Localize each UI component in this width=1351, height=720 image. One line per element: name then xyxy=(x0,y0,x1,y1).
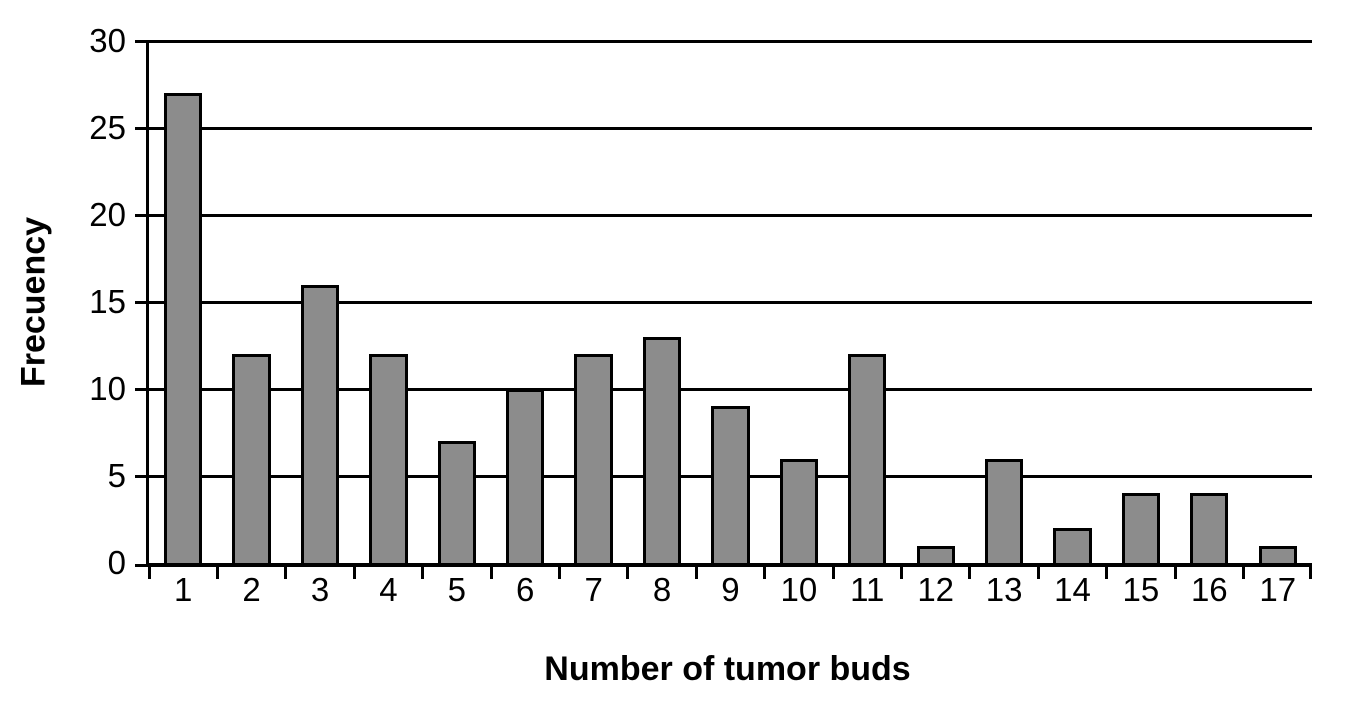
x-tick-label-3: 3 xyxy=(310,571,330,608)
y-tick-label-25: 25 xyxy=(89,109,126,146)
bar-slot-13 xyxy=(970,41,1038,563)
bar-slot-14 xyxy=(1038,41,1106,563)
x-tick-14 xyxy=(1105,567,1109,579)
bar-2 xyxy=(232,354,271,563)
bar-14 xyxy=(1053,528,1092,563)
y-tick-label-20: 20 xyxy=(89,196,126,233)
bar-8 xyxy=(642,336,682,563)
gridline-y-20 xyxy=(149,213,1312,217)
bar-3 xyxy=(300,284,340,563)
bar-slot-9 xyxy=(696,41,764,563)
y-tick-25 xyxy=(135,126,149,130)
bars-container xyxy=(149,41,1312,563)
bar-7 xyxy=(574,354,613,563)
x-tick-4 xyxy=(421,567,425,579)
x-tick-label-7: 7 xyxy=(584,571,603,608)
y-tick-20 xyxy=(135,213,149,217)
bar-10 xyxy=(779,458,818,563)
x-axis-tick-labels: 1 2 3 4 5 6 7 8 9 10 11 12 13 14 15 16 17 xyxy=(149,570,1312,610)
plot-area xyxy=(135,39,1312,579)
x-tick-16 xyxy=(1242,567,1246,579)
y-tick-15 xyxy=(135,300,149,304)
y-tick-10 xyxy=(135,387,149,391)
bar-9 xyxy=(711,406,750,563)
bar-slot-4 xyxy=(354,41,422,563)
bar-17 xyxy=(1258,545,1297,563)
x-tick-label-6: 6 xyxy=(516,571,535,608)
y-tick-5 xyxy=(135,474,149,478)
bar-1 xyxy=(164,93,203,563)
x-tick-label-14: 14 xyxy=(1054,571,1091,608)
x-tick-6 xyxy=(557,567,561,579)
x-tick-13 xyxy=(1036,567,1040,579)
bar-slot-5 xyxy=(423,41,491,563)
bar-4 xyxy=(369,354,408,563)
x-tick-15 xyxy=(1173,567,1177,579)
bar-slot-2 xyxy=(217,41,285,563)
x-tick-8 xyxy=(694,567,698,579)
bar-slot-7 xyxy=(559,41,627,563)
x-tick-label-12: 12 xyxy=(917,571,955,608)
x-tick-label-8: 8 xyxy=(652,571,672,608)
bar-slot-10 xyxy=(765,41,833,563)
x-tick-label-2: 2 xyxy=(242,571,261,608)
y-tick-label-5: 5 xyxy=(107,457,126,494)
x-tick-label-11: 11 xyxy=(850,571,885,608)
gridline-y-10 xyxy=(149,387,1312,391)
x-tick-1 xyxy=(215,567,219,579)
bar-slot-11 xyxy=(833,41,901,563)
y-tick-label-15: 15 xyxy=(89,283,126,320)
x-tick-label-4: 4 xyxy=(379,571,398,608)
bar-slot-17 xyxy=(1244,41,1312,563)
bar-slot-6 xyxy=(491,41,559,563)
x-axis-title: Number of tumor buds xyxy=(544,650,911,688)
x-tick-0 xyxy=(147,567,151,579)
y-tick-label-10: 10 xyxy=(89,370,126,407)
y-axis-title: Frecuency xyxy=(14,216,53,388)
x-tick-label-5: 5 xyxy=(447,571,466,608)
x-tick-9 xyxy=(763,567,767,579)
x-tick-10 xyxy=(831,567,835,579)
x-tick-3 xyxy=(352,567,356,579)
bar-slot-15 xyxy=(1107,41,1175,563)
bar-6 xyxy=(506,389,545,563)
x-tick-2 xyxy=(284,567,288,579)
x-tick-label-15: 15 xyxy=(1122,571,1160,608)
bar-slot-12 xyxy=(901,41,969,563)
y-tick-label-30: 30 xyxy=(89,22,126,59)
bar-5 xyxy=(437,441,476,563)
bar-16 xyxy=(1190,493,1229,563)
bar-slot-1 xyxy=(149,41,217,563)
bar-12 xyxy=(916,545,955,563)
y-tick-label-0: 0 xyxy=(107,544,126,581)
x-tick-12 xyxy=(968,567,972,579)
x-tick-label-10: 10 xyxy=(780,571,818,608)
x-tick-label-1: 1 xyxy=(174,571,193,608)
bar-slot-8 xyxy=(628,41,696,563)
x-tick-11 xyxy=(900,567,904,579)
x-tick-label-9: 9 xyxy=(721,571,740,608)
x-tick-17 xyxy=(1309,567,1312,579)
bar-slot-3 xyxy=(286,41,354,563)
x-tick-label-17: 17 xyxy=(1259,571,1297,608)
gridline-y-15 xyxy=(149,300,1312,304)
gridline-y-30 xyxy=(149,39,1312,43)
bar-15 xyxy=(1121,493,1161,563)
x-tick-label-13: 13 xyxy=(985,571,1023,608)
bar-11 xyxy=(848,354,887,563)
x-tick-label-16: 16 xyxy=(1190,571,1228,608)
gridline-y-25 xyxy=(149,126,1312,130)
bar-13 xyxy=(984,458,1024,563)
y-tick-30 xyxy=(135,39,149,43)
x-tick-5 xyxy=(489,567,493,579)
bar-slot-16 xyxy=(1175,41,1243,563)
y-tick-0 xyxy=(135,563,149,567)
x-tick-7 xyxy=(626,567,630,579)
